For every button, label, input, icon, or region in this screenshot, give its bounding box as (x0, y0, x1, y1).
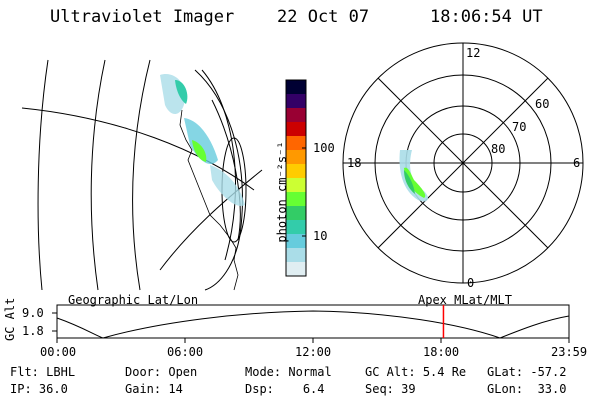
colorbar-segment (286, 220, 306, 235)
colorbar-label: photon cm⁻²s⁻¹ (275, 141, 289, 243)
timeline-y-tick-bottom: 1.8 (22, 324, 44, 338)
lat-label-80: 80 (491, 142, 506, 156)
timeline-y-tick-top: 9.0 (22, 306, 44, 320)
mlt-label-12: 12 (466, 46, 481, 60)
polar-plot (342, 42, 584, 284)
polar-aurora (399, 150, 429, 202)
info-gain: Gain: 14 (125, 382, 183, 396)
timeline-x-tick-3: 18:00 (423, 345, 460, 359)
colorbar-segment (286, 80, 306, 95)
colorbar (285, 79, 307, 277)
timeline-x-tick-1: 06:00 (167, 345, 204, 359)
mlt-label-6: 6 (573, 156, 581, 170)
info-ip: IP: 36.0 (10, 382, 68, 396)
info-flt: Flt: LBHL (10, 365, 76, 379)
colorbar-segment (286, 108, 306, 123)
colorbar-tick-10: 10 (313, 229, 328, 243)
geographic-image (21, 59, 263, 291)
colorbar-segment (286, 262, 306, 277)
mlt-label-18: 18 (347, 156, 362, 170)
date-label: 22 Oct 07 (277, 7, 370, 27)
info-glat: GLat: -57.2 (487, 365, 567, 379)
colorbar-segment (286, 122, 306, 137)
colorbar-segment (286, 206, 306, 221)
colorbar-segment (286, 164, 306, 179)
info-gc-alt: GC Alt: 5.4 Re (365, 365, 467, 379)
colorbar-segment (286, 150, 306, 165)
colorbar-segment (286, 136, 306, 151)
colorbar-segment (286, 234, 306, 249)
lat-label-60: 60 (535, 97, 550, 111)
timeline-plot (52, 304, 570, 343)
colorbar-segment (286, 192, 306, 207)
timeline-x-tick-0: 00:00 (40, 345, 77, 359)
geographic-aurora (160, 74, 245, 206)
colorbar-segment (286, 248, 306, 263)
info-seq: Seq: 39 (365, 382, 416, 396)
info-mode: Mode: Normal (245, 365, 332, 379)
info-glon: GLon: 33.0 (487, 382, 567, 396)
time-label: 18:06:54 UT (430, 7, 543, 27)
colorbar-segment (286, 178, 306, 193)
timeline-right-title: Apex MLat/MLT (418, 293, 512, 307)
mlt-label-0: 0 (467, 276, 475, 290)
timeline-x-tick-4: 23:59 (551, 345, 588, 359)
info-door: Door: Open (125, 365, 198, 379)
timeline-left-title: Geographic Lat/Lon (68, 293, 199, 307)
info-dsp: Dsp: 6.4 (245, 382, 325, 396)
colorbar-tick-100: 100 (313, 141, 335, 155)
instrument-title: Ultraviolet Imager (50, 7, 235, 27)
timeline-x-tick-2: 12:00 (295, 345, 332, 359)
colorbar-segment (286, 94, 306, 109)
lat-label-70: 70 (512, 120, 527, 134)
timeline-y-axis-label: GC Alt (3, 297, 17, 341)
